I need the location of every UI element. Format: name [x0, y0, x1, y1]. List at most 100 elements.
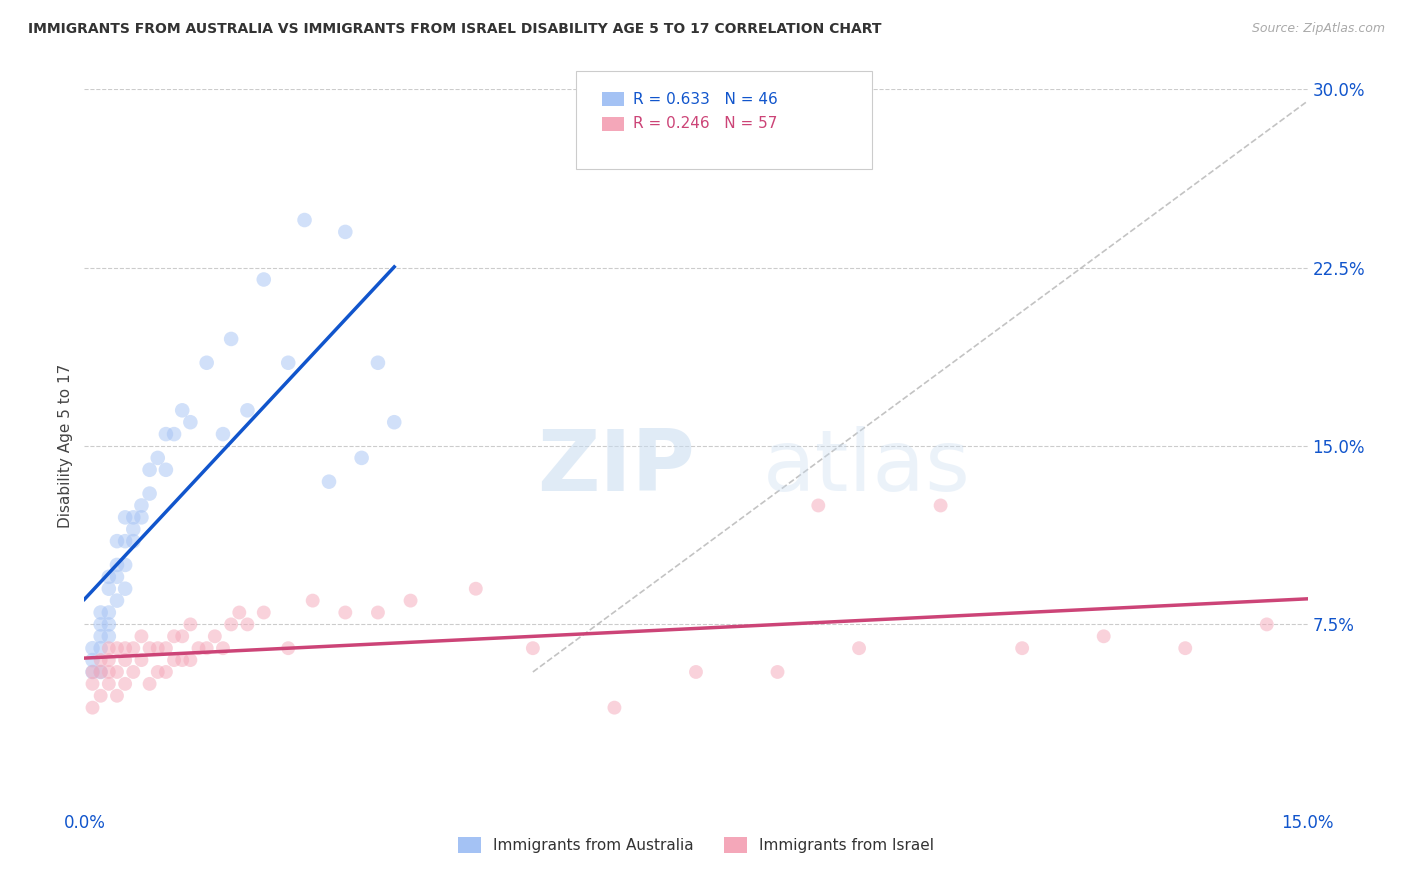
Point: [318, 475, 340, 489]
Text: R = 0.633   N = 46: R = 0.633 N = 46: [633, 92, 778, 106]
Point: [97, 582, 120, 596]
Point: [195, 356, 218, 370]
Point: [97, 617, 120, 632]
Point: [138, 486, 160, 500]
Point: [219, 332, 242, 346]
Point: [82, 665, 104, 679]
Point: [105, 570, 128, 584]
Point: [179, 653, 201, 667]
Point: [97, 665, 120, 679]
Point: [82, 653, 104, 667]
Point: [97, 653, 120, 667]
Point: [97, 606, 120, 620]
Point: [90, 629, 112, 643]
Point: [277, 356, 299, 370]
Point: [90, 689, 112, 703]
Point: [929, 499, 952, 513]
Point: [253, 606, 276, 620]
Point: [212, 427, 235, 442]
Point: [172, 403, 194, 417]
Point: [82, 665, 104, 679]
Point: [114, 534, 136, 549]
Point: [236, 617, 259, 632]
Point: [382, 415, 405, 429]
Point: [335, 225, 357, 239]
Point: [277, 641, 299, 656]
Point: [163, 653, 186, 667]
Point: [138, 677, 160, 691]
Point: [122, 665, 145, 679]
Point: [90, 665, 112, 679]
Point: [82, 677, 104, 691]
Point: [155, 463, 177, 477]
Point: [522, 641, 544, 656]
Point: [82, 700, 104, 714]
Point: [146, 450, 169, 465]
Point: [105, 689, 128, 703]
Point: [163, 427, 186, 442]
Point: [114, 558, 136, 572]
Point: [766, 665, 789, 679]
Point: [685, 665, 707, 679]
Point: [131, 653, 153, 667]
Point: [114, 677, 136, 691]
Point: [1092, 629, 1115, 643]
Point: [367, 356, 389, 370]
Point: [179, 617, 201, 632]
Point: [179, 415, 201, 429]
Point: [155, 427, 177, 442]
Point: [399, 593, 422, 607]
Point: [122, 641, 145, 656]
Text: ZIP: ZIP: [537, 425, 695, 509]
Point: [350, 450, 373, 465]
Point: [122, 510, 145, 524]
Point: [97, 677, 120, 691]
Point: [236, 403, 259, 417]
Point: [172, 629, 194, 643]
Text: atlas: atlas: [763, 425, 972, 509]
Point: [155, 665, 177, 679]
Point: [155, 641, 177, 656]
Point: [228, 606, 250, 620]
Point: [1011, 641, 1033, 656]
Point: [294, 213, 316, 227]
Point: [464, 582, 486, 596]
Point: [90, 653, 112, 667]
Point: [90, 617, 112, 632]
Point: [138, 641, 160, 656]
Point: [97, 641, 120, 656]
Point: [204, 629, 226, 643]
Point: [367, 606, 389, 620]
Text: R = 0.246   N = 57: R = 0.246 N = 57: [633, 117, 778, 131]
Point: [105, 534, 128, 549]
Point: [105, 558, 128, 572]
Point: [187, 641, 209, 656]
Point: [97, 629, 120, 643]
Y-axis label: Disability Age 5 to 17: Disability Age 5 to 17: [58, 364, 73, 528]
Point: [172, 653, 194, 667]
Point: [131, 510, 153, 524]
Point: [122, 534, 145, 549]
Point: [163, 629, 186, 643]
Point: [848, 641, 870, 656]
Point: [105, 641, 128, 656]
Point: [1256, 617, 1278, 632]
Legend: Immigrants from Australia, Immigrants from Israel: Immigrants from Australia, Immigrants fr…: [451, 831, 941, 859]
Point: [219, 617, 242, 632]
Point: [1174, 641, 1197, 656]
Point: [253, 272, 276, 286]
Point: [807, 499, 830, 513]
Point: [105, 593, 128, 607]
Point: [114, 582, 136, 596]
Point: [146, 641, 169, 656]
Text: Source: ZipAtlas.com: Source: ZipAtlas.com: [1251, 22, 1385, 36]
Point: [138, 463, 160, 477]
Point: [131, 499, 153, 513]
Text: IMMIGRANTS FROM AUSTRALIA VS IMMIGRANTS FROM ISRAEL DISABILITY AGE 5 TO 17 CORRE: IMMIGRANTS FROM AUSTRALIA VS IMMIGRANTS …: [28, 22, 882, 37]
Point: [122, 522, 145, 536]
Point: [603, 700, 626, 714]
Point: [90, 641, 112, 656]
Point: [114, 641, 136, 656]
Point: [97, 570, 120, 584]
Point: [195, 641, 218, 656]
